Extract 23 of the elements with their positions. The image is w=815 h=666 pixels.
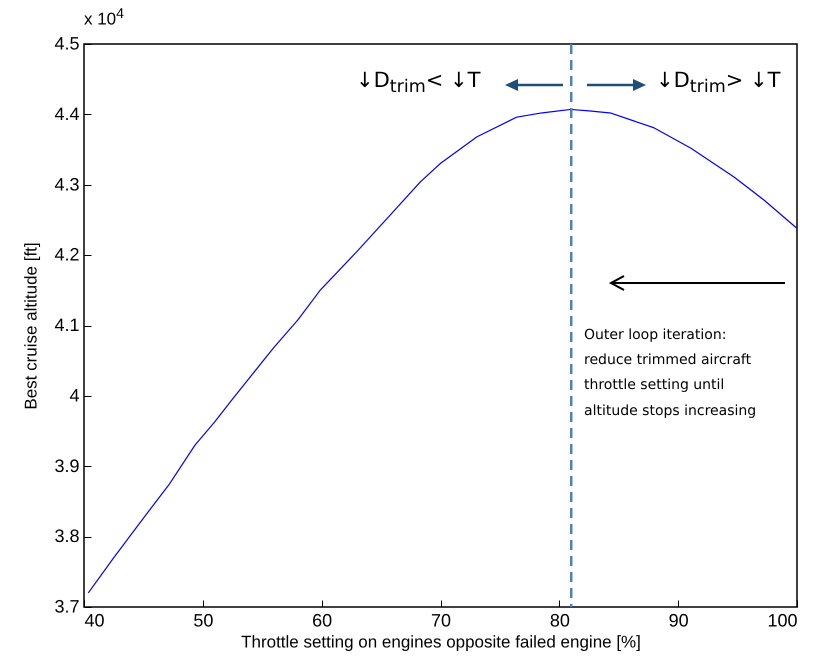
x-tick-label: 60 (312, 610, 332, 630)
x-tick-label: 100 (767, 610, 798, 630)
y-tick-label: 3.9 (54, 456, 80, 476)
annotation: Outer loop iteration: reduce trimmed aircraft throttle setting until altitude stops increasing (584, 326, 756, 421)
y-tick-label: 4 (69, 385, 80, 406)
x-axis-title: Throttle setting on engines opposite failed engine [%] (241, 632, 641, 652)
x-tick-label: 40 (84, 610, 105, 630)
line-series (88, 108, 798, 594)
x-tick-label: 80 (550, 610, 570, 630)
y-tick-label: 4.3 (54, 174, 80, 194)
y-tick-label: 4.1 (54, 315, 80, 335)
annotation: ↓D$_{trim}$< ↓T (356, 68, 480, 98)
annotation: ↓D$_{trim}$> ↓T (656, 68, 780, 98)
y-tick-label: 4.4 (54, 104, 80, 124)
y-tick-label: 3.7 (54, 596, 80, 616)
x-tick-label: 70 (430, 610, 452, 630)
y-tick-label: 3.8 (54, 526, 80, 546)
y-tick-label: 4.5 (54, 34, 80, 54)
x-tick-label: 50 (193, 610, 214, 630)
x-tick-label: 90 (668, 610, 689, 630)
y-axis-title: Best cruise altitude [ft] (21, 242, 40, 410)
text: x 10$^{4}$ (84, 6, 124, 30)
y-tick-label: 4.2 (54, 244, 80, 265)
